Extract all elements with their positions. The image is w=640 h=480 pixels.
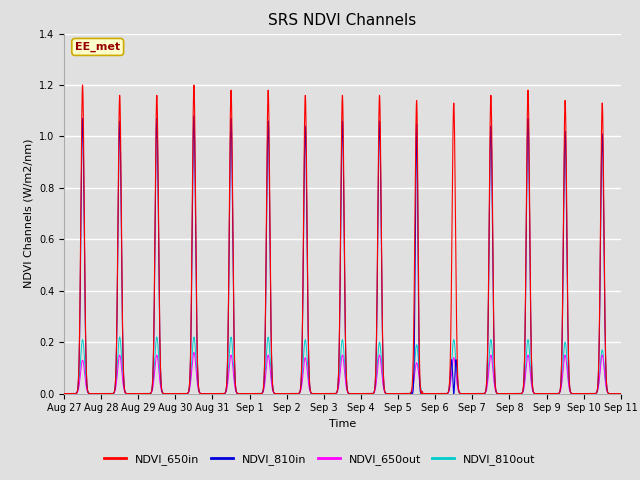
Text: EE_met: EE_met <box>75 42 120 52</box>
Title: SRS NDVI Channels: SRS NDVI Channels <box>268 13 417 28</box>
X-axis label: Time: Time <box>329 419 356 429</box>
Legend: NDVI_650in, NDVI_810in, NDVI_650out, NDVI_810out: NDVI_650in, NDVI_810in, NDVI_650out, NDV… <box>100 450 540 469</box>
Y-axis label: NDVI Channels (W/m2/nm): NDVI Channels (W/m2/nm) <box>23 139 33 288</box>
